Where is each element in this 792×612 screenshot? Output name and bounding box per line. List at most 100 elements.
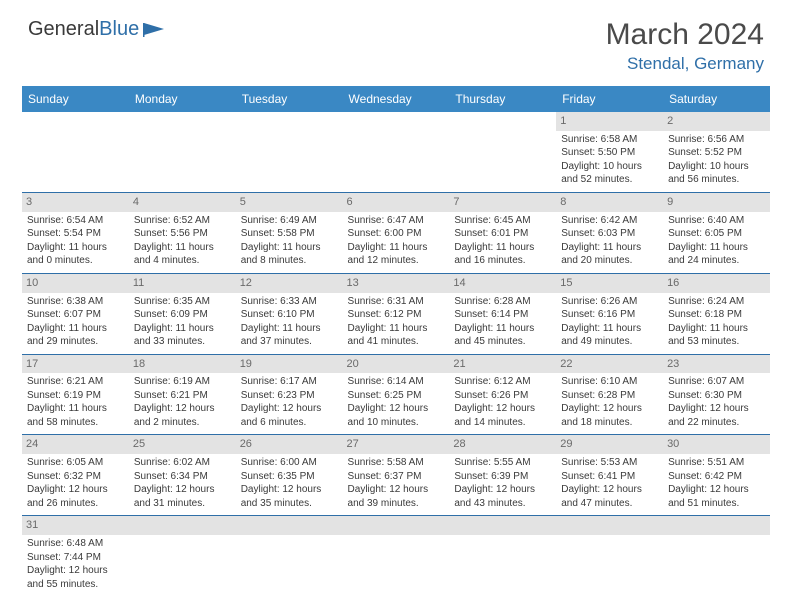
day-number: 4 [129,193,236,212]
daylight-line: Daylight: 11 hours and 16 minutes. [454,241,551,268]
sunset-line: Sunset: 6:39 PM [454,470,551,484]
title-block: March 2024 Stendal, Germany [606,18,764,74]
location: Stendal, Germany [606,54,764,74]
calendar-day: 5Sunrise: 6:49 AMSunset: 5:58 PMDaylight… [236,192,343,273]
day-number: 20 [343,355,450,374]
daylight-line: Daylight: 10 hours and 56 minutes. [668,160,765,187]
calendar-empty-cell [129,112,236,192]
day-number-strip [236,516,343,535]
calendar-day: 16Sunrise: 6:24 AMSunset: 6:18 PMDayligh… [663,273,770,354]
calendar-day: 18Sunrise: 6:19 AMSunset: 6:21 PMDayligh… [129,354,236,435]
sunrise-line: Sunrise: 6:05 AM [27,456,124,470]
sunrise-line: Sunrise: 6:42 AM [561,214,658,228]
calendar-day: 26Sunrise: 6:00 AMSunset: 6:35 PMDayligh… [236,435,343,516]
day-number: 13 [343,274,450,293]
calendar-day: 6Sunrise: 6:47 AMSunset: 6:00 PMDaylight… [343,192,450,273]
sunset-line: Sunset: 6:16 PM [561,308,658,322]
day-number: 30 [663,435,770,454]
sunrise-line: Sunrise: 5:51 AM [668,456,765,470]
day-number: 31 [22,516,129,535]
calendar-day: 13Sunrise: 6:31 AMSunset: 6:12 PMDayligh… [343,273,450,354]
daylight-line: Daylight: 11 hours and 29 minutes. [27,322,124,349]
day-number: 3 [22,193,129,212]
calendar-day: 4Sunrise: 6:52 AMSunset: 5:56 PMDaylight… [129,192,236,273]
sunrise-line: Sunrise: 6:12 AM [454,375,551,389]
sunrise-line: Sunrise: 6:17 AM [241,375,338,389]
sunset-line: Sunset: 6:18 PM [668,308,765,322]
sunrise-line: Sunrise: 6:10 AM [561,375,658,389]
sunset-line: Sunset: 5:56 PM [134,227,231,241]
calendar-day: 28Sunrise: 5:55 AMSunset: 6:39 PMDayligh… [449,435,556,516]
calendar-day: 25Sunrise: 6:02 AMSunset: 6:34 PMDayligh… [129,435,236,516]
sunset-line: Sunset: 7:44 PM [27,551,124,565]
day-number: 26 [236,435,343,454]
sunset-line: Sunset: 6:28 PM [561,389,658,403]
daylight-line: Daylight: 12 hours and 2 minutes. [134,402,231,429]
sunset-line: Sunset: 6:41 PM [561,470,658,484]
sunset-line: Sunset: 5:58 PM [241,227,338,241]
logo-text-2: Blue [99,18,139,41]
calendar-empty-cell [663,516,770,596]
sunset-line: Sunset: 6:09 PM [134,308,231,322]
calendar-body: 1Sunrise: 6:58 AMSunset: 5:50 PMDaylight… [22,112,770,596]
calendar-day: 9Sunrise: 6:40 AMSunset: 6:05 PMDaylight… [663,192,770,273]
day-number: 16 [663,274,770,293]
day-number: 9 [663,193,770,212]
sunrise-line: Sunrise: 6:35 AM [134,295,231,309]
sunset-line: Sunset: 6:23 PM [241,389,338,403]
calendar-empty-cell [236,112,343,192]
day-of-week-header: Tuesday [236,86,343,112]
sunrise-line: Sunrise: 6:19 AM [134,375,231,389]
day-of-week-header: Monday [129,86,236,112]
calendar-day: 8Sunrise: 6:42 AMSunset: 6:03 PMDaylight… [556,192,663,273]
day-number: 17 [22,355,129,374]
day-number: 12 [236,274,343,293]
sunset-line: Sunset: 6:01 PM [454,227,551,241]
calendar-day: 24Sunrise: 6:05 AMSunset: 6:32 PMDayligh… [22,435,129,516]
calendar-day: 3Sunrise: 6:54 AMSunset: 5:54 PMDaylight… [22,192,129,273]
sunrise-line: Sunrise: 5:55 AM [454,456,551,470]
sunset-line: Sunset: 6:34 PM [134,470,231,484]
calendar-empty-cell [129,516,236,596]
calendar-week: 31Sunrise: 6:48 AMSunset: 7:44 PMDayligh… [22,516,770,596]
sunrise-line: Sunrise: 6:47 AM [348,214,445,228]
sunset-line: Sunset: 6:10 PM [241,308,338,322]
day-number: 14 [449,274,556,293]
daylight-line: Daylight: 11 hours and 58 minutes. [27,402,124,429]
sunset-line: Sunset: 6:25 PM [348,389,445,403]
daylight-line: Daylight: 11 hours and 45 minutes. [454,322,551,349]
daylight-line: Daylight: 11 hours and 49 minutes. [561,322,658,349]
daylight-line: Daylight: 11 hours and 8 minutes. [241,241,338,268]
sunrise-line: Sunrise: 6:49 AM [241,214,338,228]
sunset-line: Sunset: 5:54 PM [27,227,124,241]
calendar-week: 10Sunrise: 6:38 AMSunset: 6:07 PMDayligh… [22,273,770,354]
calendar-day: 7Sunrise: 6:45 AMSunset: 6:01 PMDaylight… [449,192,556,273]
calendar-week: 3Sunrise: 6:54 AMSunset: 5:54 PMDaylight… [22,192,770,273]
day-number: 25 [129,435,236,454]
sunset-line: Sunset: 6:21 PM [134,389,231,403]
day-number-strip [129,516,236,535]
day-of-week-header: Friday [556,86,663,112]
daylight-line: Daylight: 12 hours and 31 minutes. [134,483,231,510]
sunrise-line: Sunrise: 6:52 AM [134,214,231,228]
logo-flag-icon [142,21,166,39]
day-number-strip [556,516,663,535]
day-number: 8 [556,193,663,212]
calendar-day: 12Sunrise: 6:33 AMSunset: 6:10 PMDayligh… [236,273,343,354]
sunset-line: Sunset: 6:05 PM [668,227,765,241]
logo-text-1: General [28,18,99,41]
sunset-line: Sunset: 5:50 PM [561,146,658,160]
sunset-line: Sunset: 6:37 PM [348,470,445,484]
sunset-line: Sunset: 6:26 PM [454,389,551,403]
sunset-line: Sunset: 6:32 PM [27,470,124,484]
calendar-day: 29Sunrise: 5:53 AMSunset: 6:41 PMDayligh… [556,435,663,516]
calendar-day: 17Sunrise: 6:21 AMSunset: 6:19 PMDayligh… [22,354,129,435]
day-number: 10 [22,274,129,293]
calendar-empty-cell [343,516,450,596]
calendar-week: 1Sunrise: 6:58 AMSunset: 5:50 PMDaylight… [22,112,770,192]
daylight-line: Daylight: 12 hours and 14 minutes. [454,402,551,429]
day-number: 18 [129,355,236,374]
sunset-line: Sunset: 5:52 PM [668,146,765,160]
calendar-empty-cell [343,112,450,192]
daylight-line: Daylight: 12 hours and 43 minutes. [454,483,551,510]
